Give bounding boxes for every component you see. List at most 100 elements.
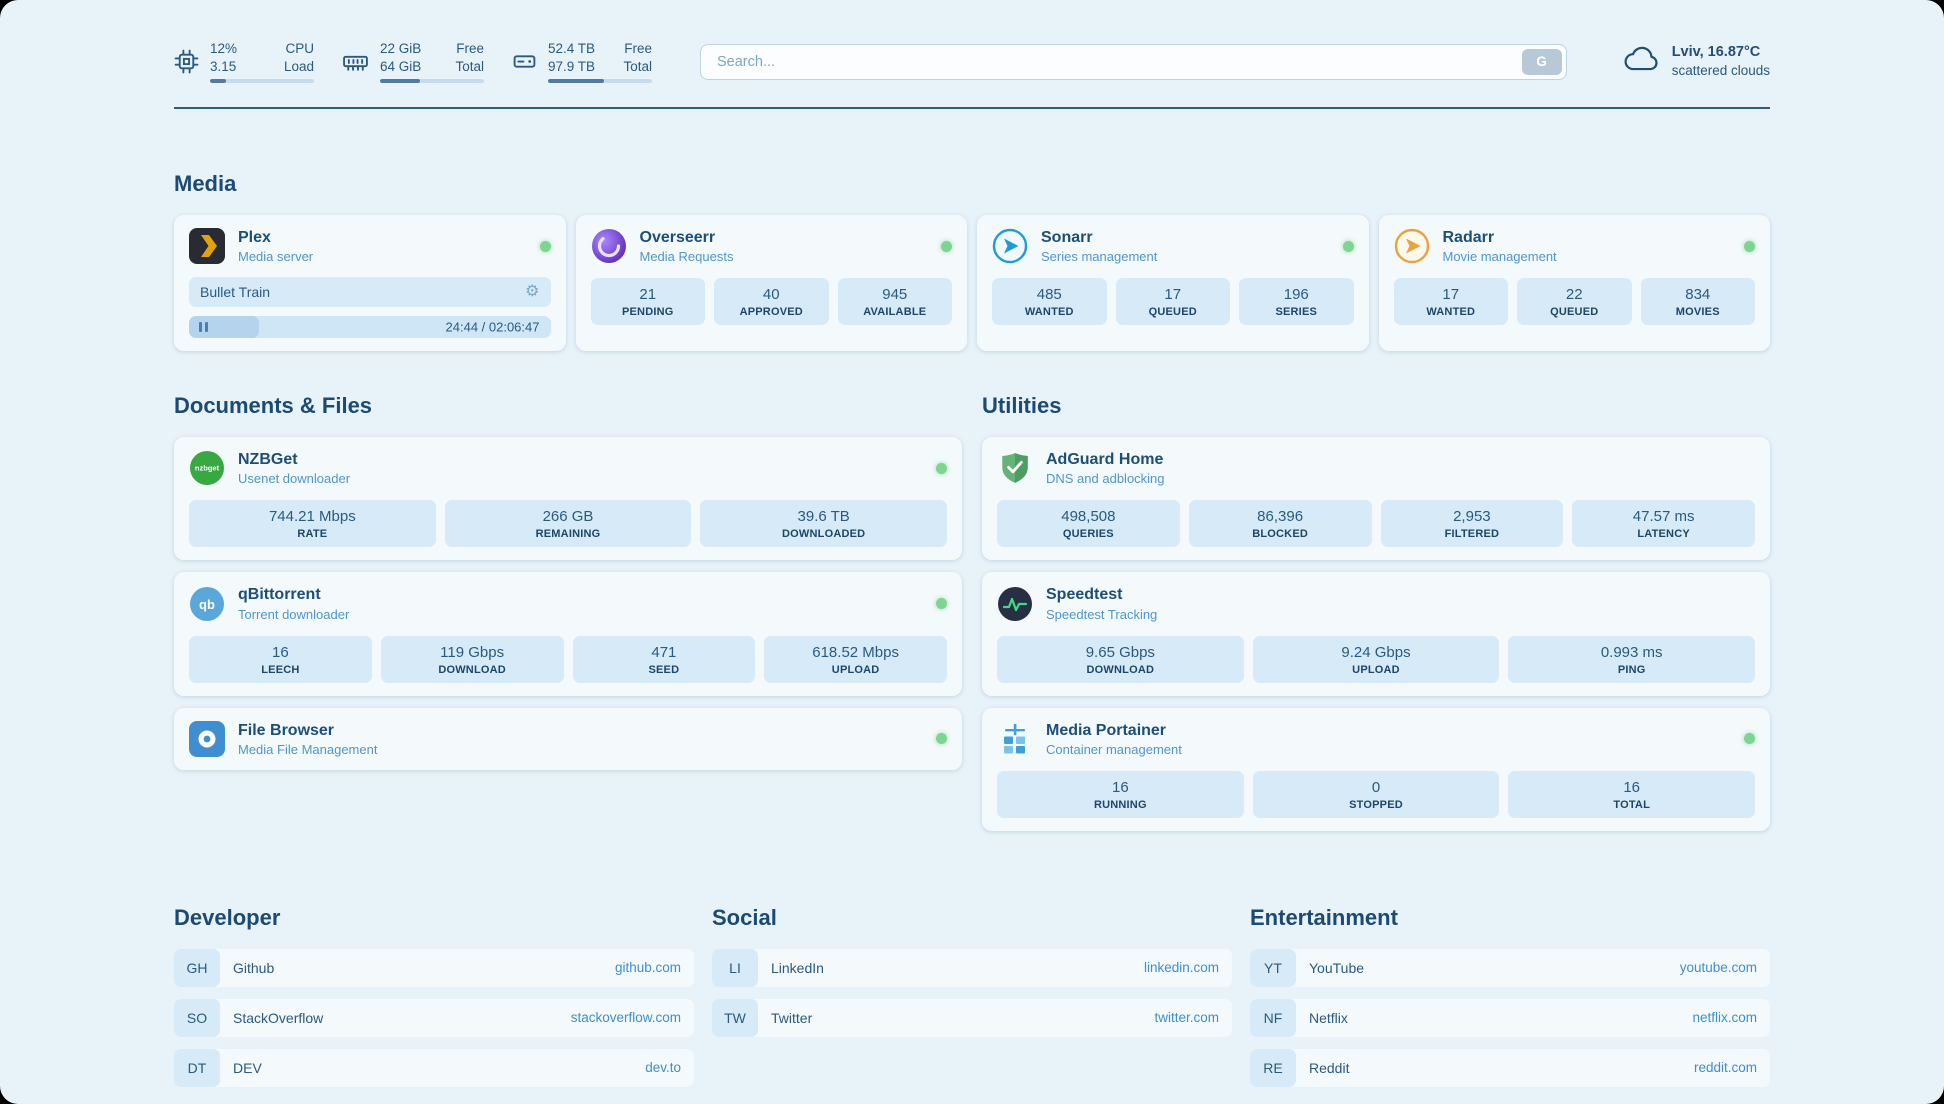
bookmark-abbr: SO [174, 998, 220, 1037]
nzbget-icon: nzbget [189, 450, 225, 486]
stat-value: 40 [762, 286, 780, 304]
bookmark-dev[interactable]: DT DEV dev.to [174, 1048, 694, 1087]
status-dot [539, 240, 551, 252]
playback-progress-bar[interactable]: 24:44 / 02:06:47 [189, 316, 551, 339]
bookmark-stackoverflow[interactable]: SO StackOverflow stackoverflow.com [174, 998, 694, 1037]
bookmark-github[interactable]: GH Github github.com [174, 948, 694, 987]
bookmark-linkedin[interactable]: LI LinkedIn linkedin.com [712, 948, 1232, 987]
bookmark-name: DEV [233, 1059, 262, 1076]
weather-location: Lviv, 16.87°C [1671, 44, 1761, 61]
stat-box: 2,953 FILTERED [1380, 500, 1564, 548]
service-card-speedtest[interactable]: Speedtest Speedtest Tracking 9.65 Gbps D… [982, 572, 1770, 696]
stat-box: 17 QUEUED [1115, 278, 1230, 326]
disk-progress-fill [548, 79, 605, 84]
stat-box: 9.65 Gbps DOWNLOAD [997, 635, 1244, 683]
status-dot [1744, 240, 1755, 252]
resource-widgets: 12% CPU 3.15 Load [174, 40, 652, 84]
stat-value: 0 [1371, 778, 1381, 796]
service-subtitle: Speedtest Tracking [1046, 606, 1158, 622]
bookmark-url: twitter.com [1154, 1010, 1219, 1026]
stat-box: 16 TOTAL [1508, 770, 1756, 818]
stat-box: 945 AVAILABLE [837, 278, 952, 326]
stat-box: 21 PENDING [590, 278, 705, 326]
bookmark-group-social: Social LI LinkedIn linkedin.com TW Twitt… [712, 905, 1232, 1087]
disk-total-label: Total [623, 58, 652, 74]
bookmark-group-entertainment: Entertainment YT YouTube youtube.com NF … [1250, 905, 1770, 1087]
stat-value: 39.6 TB [797, 508, 850, 526]
service-subtitle: Series management [1041, 249, 1158, 265]
disk-total-value: 97.9 TB [548, 58, 596, 74]
service-subtitle: Container management [1046, 741, 1182, 757]
filebrowser-icon [189, 720, 225, 757]
status-dot [936, 598, 947, 610]
service-card-plex[interactable]: Plex Media server Bullet Train ⚙ 24:44 [174, 215, 566, 352]
service-card-adguard[interactable]: AdGuard Home DNS and adblocking 498,508 … [982, 437, 1770, 561]
service-name: Sonarr [1041, 229, 1093, 247]
disk-free-value: 52.4 TB [548, 41, 596, 56]
section-title-utilities: Utilities [982, 393, 1062, 419]
service-card-overseerr[interactable]: Overseerr Media Requests 21 PENDING 40 A… [575, 215, 967, 352]
weather-condition: scattered clouds [1671, 63, 1770, 79]
stat-box: 196 SERIES [1239, 278, 1354, 326]
bookmark-url: dev.to [645, 1060, 681, 1076]
stat-label: APPROVED [739, 306, 803, 319]
service-card-filebrowser[interactable]: File Browser Media File Management [174, 707, 962, 770]
portainer-icon [997, 721, 1033, 757]
service-card-nzbget[interactable]: nzbget NZBGet Usenet downloader 744.21 M… [174, 437, 962, 561]
bookmark-name: YouTube [1309, 959, 1365, 976]
stat-label: MOVIES [1675, 306, 1720, 319]
service-card-portainer[interactable]: Media Portainer Container management 16 … [982, 707, 1770, 831]
section-documents: Documents & Files nzbget NZBGet Usenet d [174, 393, 962, 831]
stat-label: SEED [648, 663, 680, 676]
search-provider-button[interactable]: G [1521, 48, 1562, 75]
stat-label: WANTED [1426, 306, 1476, 319]
service-subtitle: Media File Management [238, 741, 378, 757]
service-subtitle: Usenet downloader [238, 471, 351, 487]
section-title-entertainment: Entertainment [1250, 904, 1398, 930]
status-dot [1342, 240, 1354, 252]
bookmark-url: netflix.com [1692, 1010, 1757, 1026]
bookmark-name: StackOverflow [233, 1009, 324, 1026]
stat-value: 945 [882, 286, 908, 304]
stat-box: 119 Gbps DOWNLOAD [380, 635, 564, 683]
qbittorrent-icon: qb [189, 586, 225, 622]
stat-box: 47.57 ms LATENCY [1572, 500, 1755, 548]
stat-value: 834 [1685, 286, 1711, 304]
cpu-progress-bar [210, 79, 314, 84]
service-name: Media Portainer [1046, 721, 1167, 739]
bookmark-url: youtube.com [1679, 960, 1757, 976]
bookmark-abbr: GH [174, 948, 220, 987]
stat-box: 40 APPROVED [714, 278, 829, 326]
bookmark-name: Twitter [771, 1009, 813, 1026]
status-dot [936, 733, 947, 745]
stat-value: 266 GB [542, 508, 594, 526]
bookmark-reddit[interactable]: RE Reddit reddit.com [1250, 1048, 1770, 1087]
memory-progress-bar [380, 79, 484, 84]
stat-label: UPLOAD [1352, 663, 1400, 676]
cpu-usage-label: CPU [285, 41, 314, 56]
stat-value: 618.52 Mbps [812, 643, 899, 661]
section-title-documents: Documents & Files [174, 393, 373, 419]
stat-label: STOPPED [1349, 798, 1403, 811]
bookmark-netflix[interactable]: NF Netflix netflix.com [1250, 998, 1770, 1037]
svg-text:nzbget: nzbget [195, 464, 220, 473]
stat-box: 39.6 TB DOWNLOADED [700, 500, 948, 548]
stat-box: 485 WANTED [992, 278, 1107, 326]
bookmark-abbr: RE [1250, 1048, 1296, 1087]
pause-icon[interactable] [199, 322, 208, 333]
service-card-sonarr[interactable]: Sonarr Series management 485 WANTED 17 Q… [977, 215, 1369, 352]
settings-gear-icon[interactable]: ⚙ [525, 283, 540, 301]
bookmark-youtube[interactable]: YT YouTube youtube.com [1250, 948, 1770, 987]
stat-box: 266 GB REMAINING [444, 500, 692, 548]
search-input[interactable] [700, 43, 1567, 80]
playback-time: 24:44 / 02:06:47 [445, 319, 540, 335]
stat-value: 21 [639, 286, 657, 304]
service-card-radarr[interactable]: Radarr Movie management 17 WANTED 22 QUE… [1378, 215, 1770, 352]
stat-label: LATENCY [1637, 528, 1690, 541]
service-subtitle: Media Requests [639, 249, 734, 265]
stat-label: DOWNLOAD [438, 663, 506, 676]
service-card-qbittorrent[interactable]: qb qBittorrent Torrent downloader 16 LEE… [174, 572, 962, 696]
bookmark-twitter[interactable]: TW Twitter twitter.com [712, 998, 1232, 1037]
service-name: Overseerr [639, 229, 716, 247]
service-subtitle: Movie management [1442, 249, 1557, 265]
